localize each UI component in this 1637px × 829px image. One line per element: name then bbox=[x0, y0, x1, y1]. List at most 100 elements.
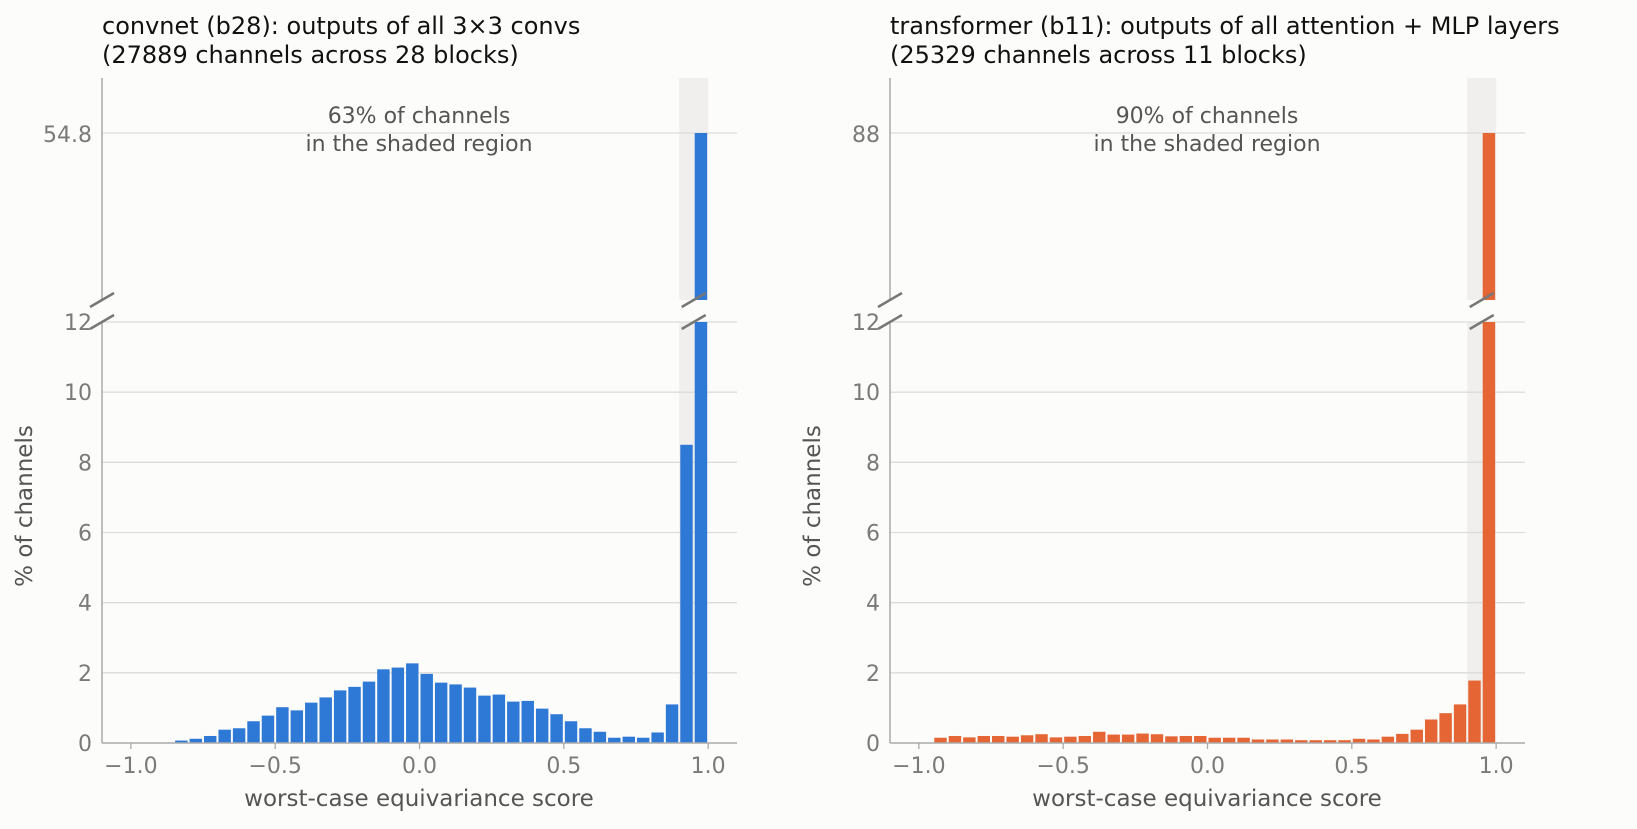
axis-break-mark bbox=[89, 291, 115, 309]
bar bbox=[977, 735, 991, 743]
bar bbox=[204, 735, 217, 743]
bar bbox=[535, 708, 549, 743]
x-axis-label: worst-case equivariance score bbox=[1032, 786, 1382, 812]
bar bbox=[1064, 736, 1077, 743]
bar bbox=[1194, 735, 1207, 743]
bar bbox=[175, 740, 188, 743]
bar bbox=[333, 690, 347, 743]
x-tick-label: −0.5 bbox=[1036, 754, 1089, 779]
x-tick-label: 1.0 bbox=[1479, 754, 1514, 779]
annotation-line2: in the shaded region bbox=[305, 132, 532, 157]
x-tick-label: 1.0 bbox=[691, 754, 726, 779]
bar bbox=[1165, 736, 1178, 743]
panel-title-line2: (25329 channels across 11 blocks) bbox=[890, 41, 1307, 69]
bar bbox=[305, 702, 318, 743]
bar bbox=[492, 694, 506, 743]
annotation-line1: 90% of channels bbox=[1116, 104, 1299, 129]
y-tick-label: 12 bbox=[64, 311, 92, 336]
y-tick-upper: 88 bbox=[852, 123, 880, 148]
y-tick-label: 4 bbox=[866, 592, 880, 617]
bar bbox=[319, 697, 332, 743]
bar-upper-part bbox=[1482, 133, 1496, 300]
bar bbox=[1237, 737, 1250, 743]
bar bbox=[1323, 740, 1337, 743]
bar bbox=[377, 669, 390, 743]
panel-title-line1: convnet (b28): outputs of all 3×3 convs bbox=[102, 12, 580, 40]
panel-title-line2: (27889 channels across 28 blocks) bbox=[102, 41, 519, 69]
bar-break-mark bbox=[681, 291, 707, 309]
bar bbox=[608, 737, 621, 743]
y-tick-label: 2 bbox=[78, 662, 92, 687]
y-axis-label: % of channels bbox=[800, 425, 826, 587]
bar bbox=[1367, 739, 1380, 743]
bar bbox=[1352, 738, 1366, 743]
bar bbox=[463, 687, 477, 743]
bar bbox=[1439, 713, 1452, 743]
annotation-line2: in the shaded region bbox=[1093, 132, 1320, 157]
bar bbox=[579, 728, 592, 743]
x-axis-label: worst-case equivariance score bbox=[244, 786, 594, 812]
bar bbox=[290, 710, 304, 743]
y-tick-label: 0 bbox=[866, 732, 880, 757]
x-tick-label: −0.5 bbox=[248, 754, 301, 779]
bar bbox=[1150, 734, 1164, 743]
y-tick-label: 8 bbox=[866, 451, 880, 476]
y-axis-label: % of channels bbox=[12, 425, 38, 587]
axis-break-mark bbox=[89, 313, 115, 331]
y-tick-label: 0 bbox=[78, 732, 92, 757]
bar bbox=[478, 695, 491, 743]
bar bbox=[1093, 731, 1106, 743]
axis-break-mark bbox=[877, 313, 903, 331]
bar-break-mark bbox=[1469, 291, 1495, 309]
bar bbox=[1381, 736, 1395, 743]
y-tick-upper: 54.8 bbox=[43, 123, 92, 148]
bar bbox=[276, 707, 289, 743]
bar bbox=[1121, 734, 1135, 743]
plot-area bbox=[877, 78, 1525, 749]
convnet-panel: convnet (b28): outputs of all 3×3 convs … bbox=[12, 12, 737, 812]
bar bbox=[1035, 734, 1048, 743]
bar bbox=[1453, 704, 1467, 743]
bar bbox=[1049, 737, 1063, 743]
bar bbox=[420, 673, 433, 743]
bar bbox=[1222, 737, 1236, 743]
bar-lower-part bbox=[1482, 322, 1496, 743]
bar bbox=[1136, 733, 1149, 743]
bar bbox=[1468, 680, 1481, 743]
y-tick-label: 10 bbox=[64, 381, 92, 406]
y-tick-label: 4 bbox=[78, 592, 92, 617]
bar bbox=[948, 735, 962, 743]
transformer-panel: transformer (b11): outputs of all attent… bbox=[800, 12, 1560, 812]
bar bbox=[1295, 740, 1308, 743]
x-tick-label: 0.0 bbox=[402, 754, 437, 779]
bar bbox=[449, 684, 462, 743]
bar bbox=[963, 737, 976, 743]
bar bbox=[636, 737, 650, 743]
y-tick-label: 6 bbox=[78, 522, 92, 547]
bar bbox=[247, 721, 260, 743]
bar bbox=[665, 704, 679, 743]
bar bbox=[1251, 739, 1265, 743]
bar bbox=[1266, 739, 1279, 743]
bar bbox=[391, 667, 405, 743]
bar bbox=[564, 721, 578, 743]
bar bbox=[1410, 729, 1423, 743]
annotation-line1: 63% of channels bbox=[328, 104, 511, 129]
bar bbox=[362, 681, 376, 743]
bar bbox=[1309, 740, 1322, 743]
bar bbox=[1078, 735, 1092, 743]
bar bbox=[406, 663, 419, 743]
y-tick-label: 12 bbox=[852, 311, 880, 336]
bar bbox=[1280, 739, 1294, 743]
y-tick-label: 10 bbox=[852, 381, 880, 406]
x-tick-label: 0.5 bbox=[546, 754, 581, 779]
y-tick-label: 8 bbox=[78, 451, 92, 476]
bar bbox=[1338, 740, 1351, 743]
bar bbox=[232, 728, 246, 743]
bar bbox=[622, 736, 635, 743]
axis-break-mark bbox=[877, 291, 903, 309]
x-tick-label: −1.0 bbox=[892, 754, 945, 779]
x-tick-label: 0.0 bbox=[1190, 754, 1225, 779]
